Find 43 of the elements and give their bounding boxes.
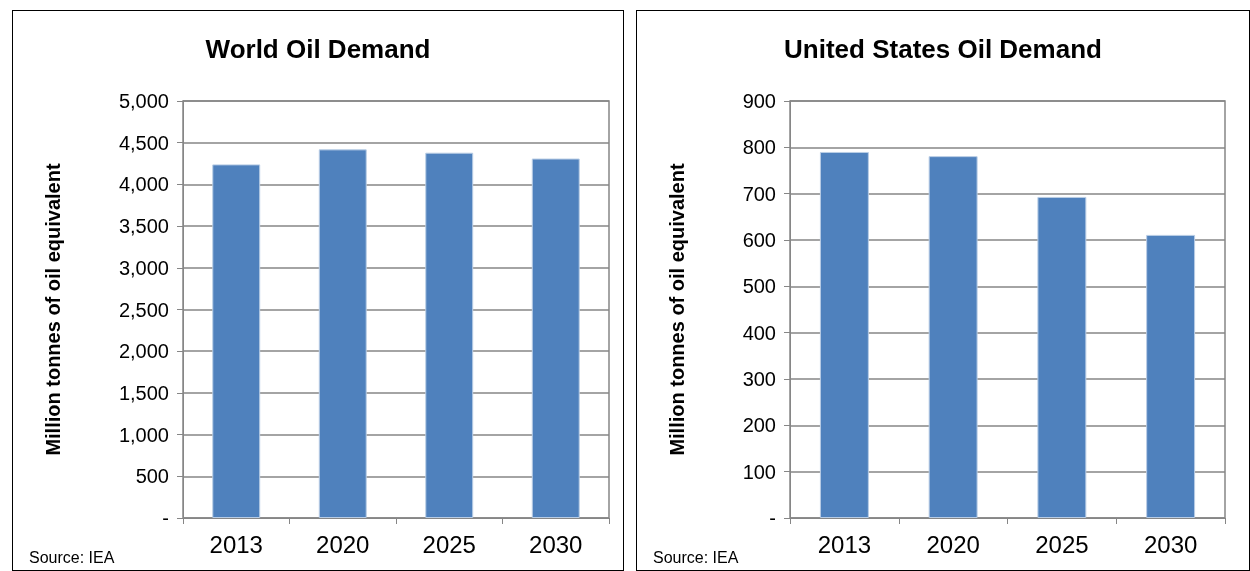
x-tick-label: 2030 [1143, 530, 1198, 558]
y-tick-label: 800 [742, 136, 776, 159]
y-tick-label: 900 [742, 90, 776, 112]
bar [1037, 196, 1087, 518]
chart-title: United States Oil Demand [784, 34, 1102, 64]
x-tick-label: 2020 [926, 530, 980, 558]
y-axis-title: Million tonnes of oil equivalent [42, 163, 64, 456]
y-tick-label: 600 [742, 229, 776, 251]
bar [1146, 234, 1196, 518]
bar [425, 152, 474, 518]
chart-title: World Oil Demand [205, 34, 431, 64]
y-tick-label: 3,000 [118, 256, 169, 279]
source-note: Source: IEA [29, 548, 115, 566]
x-tick-label: 2013 [209, 530, 263, 558]
x-tick-label: 2020 [316, 530, 370, 558]
y-tick-label: 4,500 [118, 131, 169, 154]
bar [531, 158, 580, 518]
y-tick-label: 700 [742, 182, 776, 205]
y-tick-label: 500 [742, 275, 776, 298]
source-note: Source: IEA [653, 548, 739, 566]
y-tick-label: 1,000 [118, 423, 169, 446]
y-tick-label: 4,000 [118, 173, 169, 196]
y-tick-label: - [162, 507, 169, 529]
y-axis-title: Million tonnes of oil equivalent [666, 163, 688, 456]
y-tick-label: 200 [742, 414, 776, 437]
bar [318, 149, 367, 518]
y-tick-label: 3,500 [118, 215, 169, 238]
y-tick-label: 100 [742, 460, 776, 483]
bar [212, 164, 261, 518]
y-tick-label: - [769, 507, 776, 529]
x-tick-label: 2013 [817, 530, 872, 558]
y-tick-label: 300 [742, 368, 776, 390]
y-tick-label: 1,500 [118, 381, 169, 404]
x-tick-label: 2025 [1035, 530, 1089, 558]
y-tick-label: 500 [135, 465, 169, 488]
y-tick-label: 2,500 [118, 298, 169, 321]
y-tick-label: 2,000 [118, 340, 169, 363]
bar [928, 156, 978, 518]
x-tick-label: 2030 [529, 530, 583, 558]
y-tick-label: 5,000 [118, 90, 169, 112]
bar [819, 151, 869, 518]
x-tick-label: 2025 [422, 530, 476, 558]
y-tick-label: 400 [742, 321, 776, 344]
